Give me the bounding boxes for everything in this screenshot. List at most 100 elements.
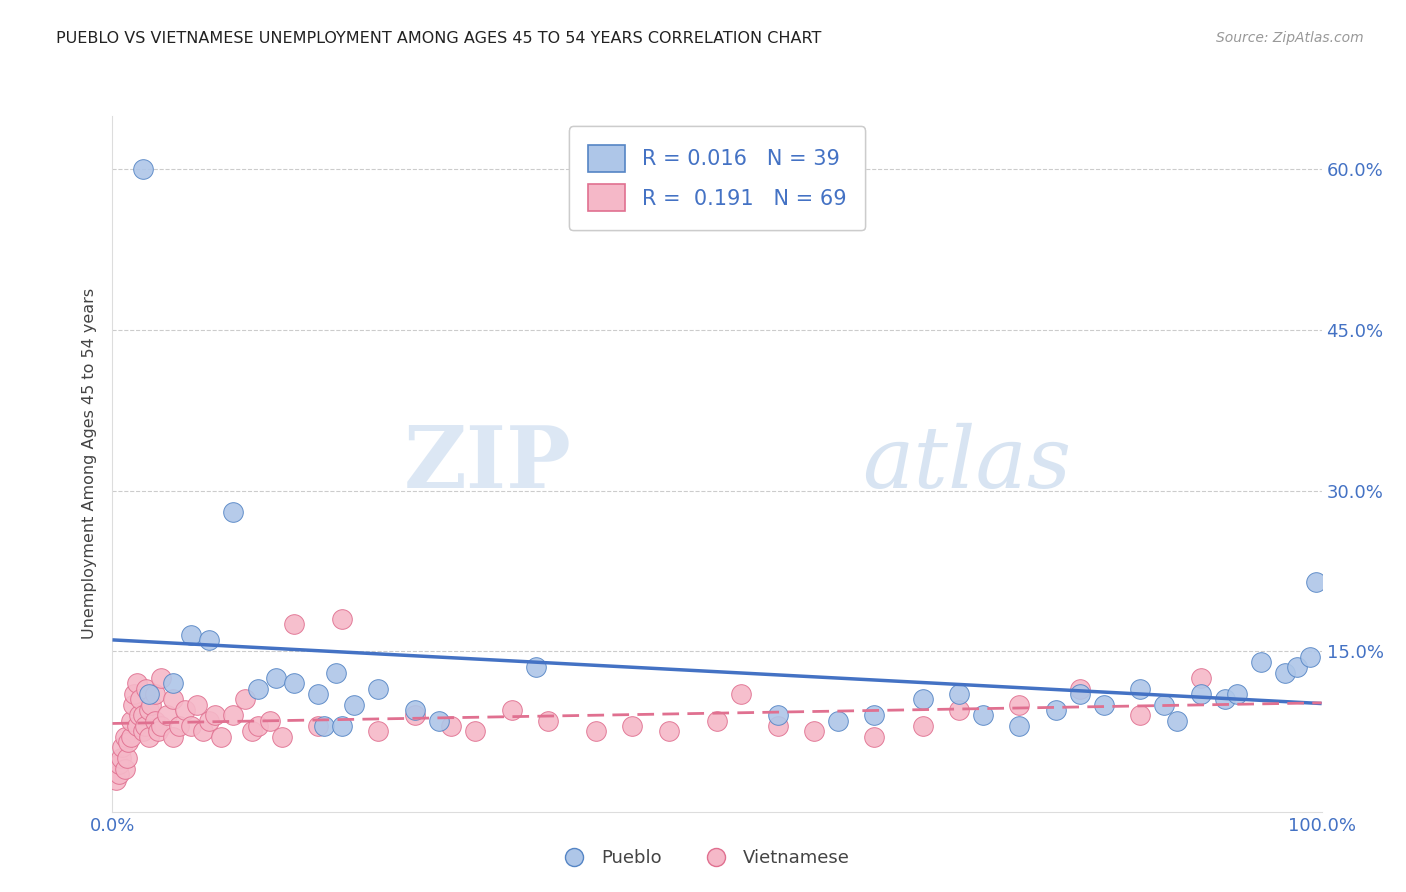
- Point: [134, 719, 156, 733]
- Point: [148, 724, 170, 739]
- Point: [125, 719, 148, 733]
- Point: [827, 714, 849, 728]
- Point: [1213, 692, 1236, 706]
- Point: [122, 687, 145, 701]
- Point: [246, 681, 269, 696]
- Point: [117, 735, 139, 749]
- Point: [162, 730, 184, 744]
- Point: [585, 724, 607, 739]
- Point: [863, 708, 886, 723]
- Point: [107, 756, 129, 771]
- Point: [107, 767, 129, 781]
- Point: [114, 730, 136, 744]
- Point: [1129, 708, 1152, 723]
- Point: [1305, 574, 1327, 589]
- Point: [972, 708, 994, 723]
- Point: [110, 751, 132, 765]
- Point: [1250, 655, 1272, 669]
- Point: [330, 719, 353, 733]
- Point: [120, 714, 142, 728]
- Point: [198, 714, 221, 728]
- Legend: Pueblo, Vietnamese: Pueblo, Vietnamese: [548, 842, 858, 874]
- Point: [204, 708, 226, 723]
- Point: [911, 719, 934, 733]
- Point: [1286, 660, 1309, 674]
- Point: [115, 751, 138, 765]
- Point: [404, 708, 426, 723]
- Point: [198, 633, 221, 648]
- Point: [307, 719, 329, 733]
- Point: [706, 714, 728, 728]
- Point: [1226, 687, 1249, 701]
- Point: [343, 698, 366, 712]
- Point: [167, 719, 190, 733]
- Point: [766, 708, 789, 723]
- Point: [524, 660, 547, 674]
- Point: [658, 724, 681, 739]
- Point: [803, 724, 825, 739]
- Point: [1298, 649, 1320, 664]
- Point: [464, 724, 486, 739]
- Point: [132, 162, 155, 177]
- Text: atlas: atlas: [862, 423, 1071, 505]
- Point: [235, 692, 257, 706]
- Point: [111, 740, 134, 755]
- Point: [129, 692, 152, 706]
- Point: [911, 692, 934, 706]
- Point: [1189, 687, 1212, 701]
- Point: [1189, 671, 1212, 685]
- Y-axis label: Unemployment Among Ages 45 to 54 years: Unemployment Among Ages 45 to 54 years: [82, 288, 97, 640]
- Point: [1008, 719, 1031, 733]
- Point: [209, 730, 232, 744]
- Point: [128, 708, 150, 723]
- Point: [186, 698, 208, 712]
- Legend: R = 0.016   N = 39, R =  0.191   N = 69: R = 0.016 N = 39, R = 0.191 N = 69: [569, 127, 865, 230]
- Point: [1069, 687, 1091, 701]
- Point: [440, 719, 463, 733]
- Point: [156, 708, 179, 723]
- Point: [367, 681, 389, 696]
- Point: [135, 681, 157, 696]
- Point: [766, 719, 789, 733]
- Point: [259, 714, 281, 728]
- Point: [404, 703, 426, 717]
- Point: [283, 617, 305, 632]
- Text: ZIP: ZIP: [404, 422, 572, 506]
- Point: [138, 703, 160, 717]
- Point: [105, 772, 128, 787]
- Point: [143, 714, 166, 728]
- Point: [1008, 698, 1031, 712]
- Point: [138, 687, 160, 701]
- Point: [1069, 681, 1091, 696]
- Point: [537, 714, 560, 728]
- Point: [122, 698, 145, 712]
- Point: [162, 676, 184, 690]
- Point: [240, 724, 263, 739]
- Point: [138, 730, 160, 744]
- Point: [132, 708, 155, 723]
- Point: [264, 671, 287, 685]
- Point: [120, 730, 142, 744]
- Point: [125, 676, 148, 690]
- Point: [1166, 714, 1188, 728]
- Point: [1045, 703, 1067, 717]
- Point: [330, 612, 353, 626]
- Point: [1129, 681, 1152, 696]
- Point: [621, 719, 644, 733]
- Point: [1153, 698, 1175, 712]
- Point: [141, 698, 163, 712]
- Point: [1092, 698, 1115, 712]
- Point: [314, 719, 336, 733]
- Point: [730, 687, 752, 701]
- Point: [180, 719, 202, 733]
- Point: [222, 708, 245, 723]
- Point: [246, 719, 269, 733]
- Point: [1274, 665, 1296, 680]
- Point: [149, 719, 172, 733]
- Text: Source: ZipAtlas.com: Source: ZipAtlas.com: [1216, 31, 1364, 45]
- Point: [270, 730, 292, 744]
- Text: PUEBLO VS VIETNAMESE UNEMPLOYMENT AMONG AGES 45 TO 54 YEARS CORRELATION CHART: PUEBLO VS VIETNAMESE UNEMPLOYMENT AMONG …: [56, 31, 821, 46]
- Point: [132, 724, 155, 739]
- Point: [948, 703, 970, 717]
- Point: [222, 505, 245, 519]
